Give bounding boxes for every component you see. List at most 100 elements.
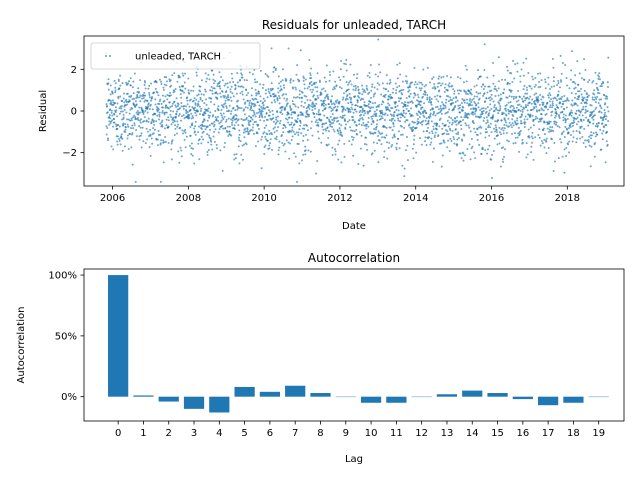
- residual-point: [241, 90, 244, 93]
- residual-point: [150, 137, 153, 140]
- residual-point: [292, 87, 295, 90]
- residual-point: [471, 145, 474, 148]
- residual-point: [445, 101, 447, 104]
- residual-point: [426, 94, 429, 97]
- residual-point: [333, 87, 336, 90]
- residual-point: [525, 57, 528, 60]
- residual-point: [497, 101, 500, 104]
- residual-point: [322, 128, 325, 131]
- residual-point: [395, 108, 398, 111]
- residual-point: [385, 141, 388, 144]
- residual-point: [147, 117, 150, 120]
- residual-point: [450, 117, 453, 120]
- residual-point: [224, 127, 227, 129]
- residual-point: [562, 116, 565, 119]
- residual-point: [486, 91, 489, 94]
- residual-point: [299, 120, 302, 123]
- residual-point: [225, 105, 228, 108]
- residual-point: [153, 123, 156, 126]
- residual-point: [151, 95, 154, 98]
- residual-point: [213, 82, 215, 85]
- residual-point: [150, 82, 153, 85]
- residual-point: [582, 119, 585, 122]
- residual-point: [433, 110, 436, 113]
- residual-point: [495, 130, 498, 133]
- residual-point: [593, 155, 596, 158]
- residual-point: [463, 101, 466, 104]
- residual-point: [537, 134, 540, 136]
- residual-point: [263, 153, 266, 156]
- residual-point: [297, 131, 300, 134]
- residual-point: [466, 93, 469, 96]
- residual-point: [130, 146, 133, 149]
- residual-point: [515, 106, 518, 109]
- residual-point: [209, 128, 212, 131]
- residual-point: [170, 123, 173, 126]
- residual-point: [377, 105, 380, 108]
- residual-point: [126, 123, 129, 126]
- residual-point: [481, 112, 484, 115]
- residual-point: [131, 132, 134, 135]
- residual-point: [334, 148, 337, 151]
- residual-point: [166, 94, 169, 97]
- residual-point: [387, 146, 390, 149]
- residual-point: [179, 107, 182, 110]
- residual-point: [344, 119, 347, 122]
- residual-point: [451, 129, 454, 132]
- residual-point: [589, 137, 592, 140]
- residual-point: [109, 84, 112, 87]
- residual-point: [385, 88, 388, 91]
- residual-point: [344, 123, 347, 126]
- residual-point: [286, 113, 289, 116]
- residual-point: [294, 155, 297, 158]
- residual-point: [370, 106, 373, 109]
- residual-point: [122, 113, 125, 116]
- residual-point: [324, 103, 327, 106]
- residual-point: [520, 68, 523, 71]
- x-tick-label: 2006: [100, 193, 125, 204]
- residual-point: [588, 144, 591, 147]
- residual-point: [411, 147, 414, 150]
- residual-point: [202, 130, 205, 133]
- residual-point: [512, 142, 515, 145]
- residual-point: [303, 94, 306, 97]
- residual-point: [557, 93, 560, 96]
- residual-point: [402, 109, 405, 112]
- residual-point: [203, 102, 206, 105]
- autocorrelation-bar: [360, 396, 382, 403]
- residual-point: [183, 91, 186, 94]
- residual-point: [269, 138, 272, 141]
- residual-point: [437, 111, 440, 114]
- residual-point: [256, 132, 259, 135]
- residual-point: [284, 126, 287, 129]
- residual-point: [121, 99, 124, 102]
- residual-point: [363, 143, 366, 145]
- residual-point: [257, 140, 260, 143]
- residual-point: [445, 128, 448, 131]
- residual-point: [272, 70, 275, 73]
- residual-point: [428, 116, 431, 119]
- residual-point: [429, 81, 432, 84]
- residual-point: [444, 83, 447, 86]
- residual-point: [464, 154, 467, 157]
- residual-point: [200, 128, 203, 131]
- residual-point: [581, 96, 584, 99]
- residual-point: [274, 67, 277, 70]
- residual-point: [114, 91, 117, 94]
- residual-point: [133, 97, 136, 100]
- residual-point: [415, 86, 418, 89]
- residual-point: [373, 149, 376, 152]
- residual-point: [179, 93, 182, 96]
- residual-point: [511, 81, 514, 84]
- residual-point: [430, 130, 433, 133]
- residual-point: [563, 136, 566, 139]
- residual-point: [161, 125, 164, 128]
- residual-point: [490, 158, 493, 161]
- residual-point: [481, 148, 484, 151]
- residual-point: [286, 97, 289, 100]
- residual-point: [551, 100, 554, 103]
- residual-point: [245, 143, 248, 146]
- residual-point: [178, 112, 181, 115]
- residual-point: [377, 38, 380, 41]
- residual-point: [118, 137, 121, 140]
